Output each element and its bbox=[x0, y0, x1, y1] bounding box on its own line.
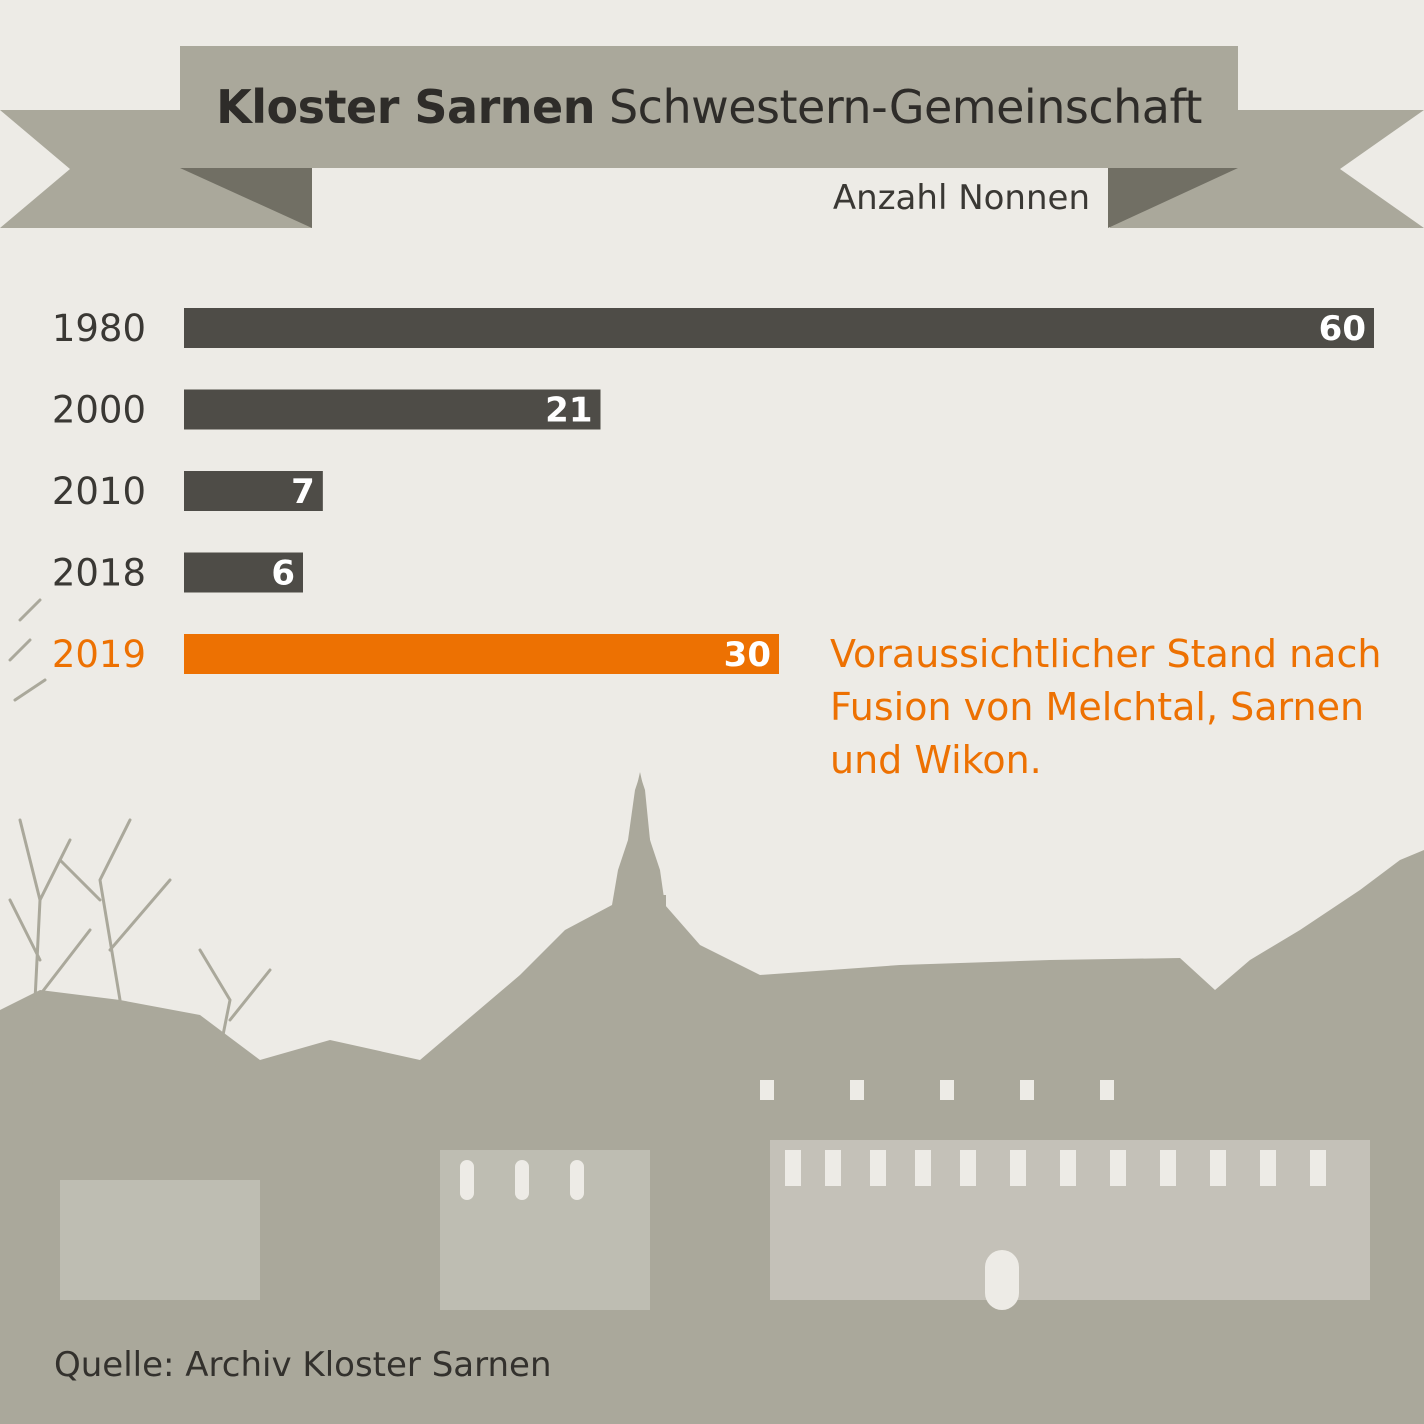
bar-2018 bbox=[184, 552, 303, 593]
title-ribbon bbox=[0, 46, 1424, 228]
ribbon-main bbox=[180, 46, 1238, 168]
category-label-2000: 2000 bbox=[52, 389, 146, 432]
category-label-1980: 1980 bbox=[52, 307, 146, 350]
chart-subtitle: Anzahl Nonnen bbox=[832, 178, 1090, 218]
ribbon-right-fold bbox=[1108, 168, 1238, 228]
title-bold: Kloster Sarnen bbox=[216, 80, 595, 134]
category-label-2018: 2018 bbox=[52, 552, 146, 595]
value-label-2019: 30 bbox=[724, 635, 771, 675]
bar-2010 bbox=[184, 471, 323, 511]
value-label-2000: 21 bbox=[545, 391, 592, 431]
source-note: Quelle: Archiv Kloster Sarnen bbox=[54, 1345, 552, 1385]
value-label-2018: 6 bbox=[271, 554, 295, 594]
bar-2000 bbox=[184, 389, 601, 430]
bar-1980 bbox=[184, 308, 1374, 348]
category-label-2010: 2010 bbox=[52, 470, 146, 513]
category-label-2019: 2019 bbox=[52, 633, 146, 676]
bar-chart: 1980 60 2000 21 2010 7 2018 6 2019 30 bbox=[52, 307, 1374, 676]
value-label-2010: 7 bbox=[291, 472, 315, 512]
value-label-1980: 60 bbox=[1319, 309, 1366, 349]
title-regular: Schwestern-Gemeinschaft bbox=[608, 80, 1202, 134]
ribbon-left-fold bbox=[180, 168, 312, 228]
chart-title: Kloster Sarnen Schwestern-Gemeinschaft bbox=[180, 46, 1238, 168]
bar-2019 bbox=[184, 634, 779, 674]
fusion-annotation: Voraussichtlicher Stand nach Fusion von … bbox=[830, 632, 1382, 782]
